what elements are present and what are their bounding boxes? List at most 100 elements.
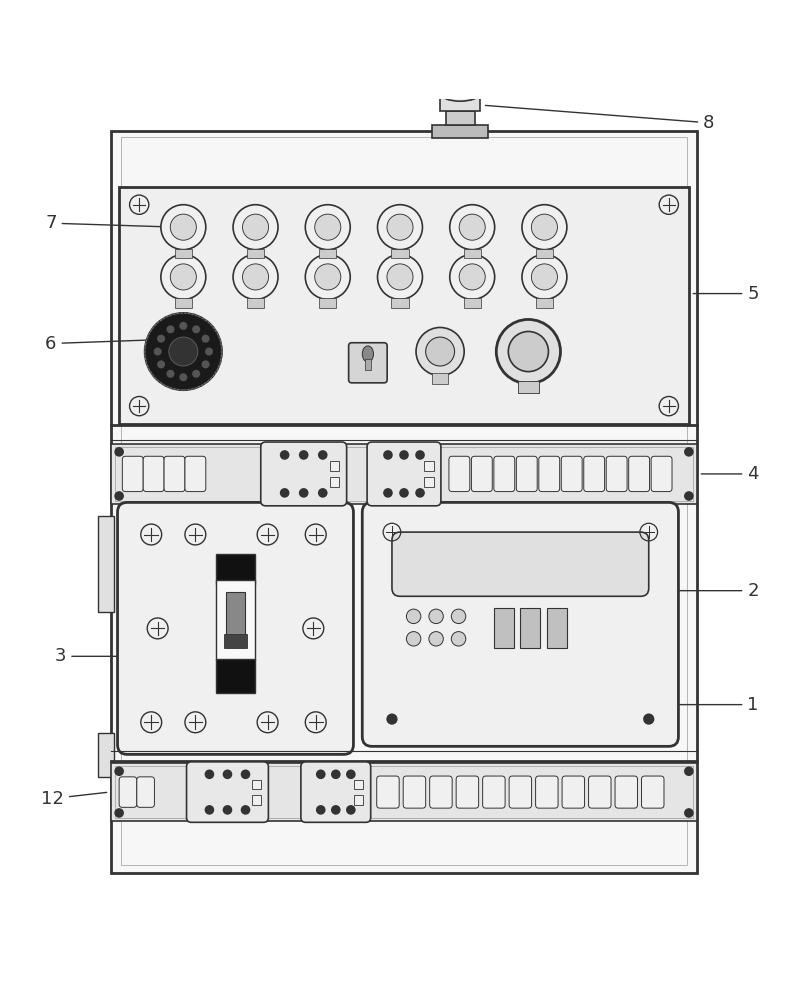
Circle shape (170, 264, 196, 290)
Circle shape (161, 254, 206, 299)
Circle shape (406, 632, 421, 646)
Circle shape (157, 335, 165, 343)
Bar (217, 580, 255, 660)
Circle shape (377, 254, 423, 299)
Circle shape (684, 447, 694, 457)
Circle shape (387, 214, 413, 240)
Circle shape (169, 337, 198, 366)
Bar (115, 766, 693, 818)
FancyBboxPatch shape (588, 776, 611, 808)
Circle shape (223, 769, 232, 779)
Bar (112, 131, 696, 873)
Bar (520, 608, 541, 648)
Circle shape (233, 254, 278, 299)
Circle shape (450, 205, 494, 250)
Text: 5: 5 (693, 285, 759, 303)
Circle shape (299, 488, 309, 498)
Circle shape (318, 488, 327, 498)
Circle shape (522, 205, 567, 250)
Circle shape (684, 491, 694, 501)
FancyBboxPatch shape (562, 456, 582, 492)
Text: 4: 4 (701, 465, 759, 483)
Circle shape (201, 360, 209, 368)
FancyBboxPatch shape (137, 777, 154, 807)
Circle shape (684, 808, 694, 818)
Circle shape (154, 348, 162, 356)
Circle shape (429, 609, 444, 624)
Bar (440, 93, 480, 111)
Circle shape (316, 769, 326, 779)
Circle shape (114, 766, 124, 776)
Bar (518, 381, 539, 393)
Circle shape (280, 450, 289, 460)
FancyBboxPatch shape (606, 456, 627, 492)
FancyBboxPatch shape (261, 442, 347, 506)
Bar (99, 733, 114, 777)
Circle shape (415, 488, 425, 498)
Circle shape (415, 450, 425, 460)
Text: 1: 1 (673, 696, 759, 714)
Bar (391, 249, 409, 258)
Text: 7: 7 (45, 214, 175, 232)
FancyBboxPatch shape (301, 762, 371, 822)
Bar (424, 461, 434, 471)
Circle shape (241, 769, 250, 779)
Bar (391, 298, 409, 308)
FancyBboxPatch shape (516, 456, 537, 492)
Circle shape (383, 488, 393, 498)
Circle shape (114, 491, 124, 501)
Circle shape (318, 450, 327, 460)
Ellipse shape (362, 346, 373, 362)
FancyBboxPatch shape (430, 776, 452, 808)
FancyBboxPatch shape (403, 776, 426, 808)
Bar (251, 795, 261, 805)
Text: 12: 12 (41, 790, 107, 808)
Bar (225, 634, 246, 648)
Ellipse shape (440, 85, 480, 101)
FancyBboxPatch shape (367, 442, 441, 506)
FancyBboxPatch shape (562, 776, 584, 808)
Circle shape (496, 319, 561, 384)
Text: 3: 3 (55, 647, 123, 665)
FancyBboxPatch shape (583, 456, 604, 492)
Circle shape (157, 360, 165, 368)
Circle shape (315, 264, 341, 290)
Text: 8: 8 (486, 105, 714, 132)
Bar (112, 763, 696, 821)
Circle shape (179, 373, 187, 381)
FancyBboxPatch shape (143, 456, 164, 492)
Circle shape (145, 313, 222, 390)
FancyBboxPatch shape (471, 456, 492, 492)
Circle shape (114, 808, 124, 818)
Circle shape (242, 214, 268, 240)
Circle shape (429, 632, 444, 646)
Circle shape (450, 254, 494, 299)
Circle shape (522, 254, 567, 299)
Bar (330, 461, 339, 471)
Bar (115, 447, 693, 501)
Circle shape (305, 205, 350, 250)
FancyBboxPatch shape (457, 776, 478, 808)
Circle shape (201, 335, 209, 343)
Circle shape (170, 214, 196, 240)
Circle shape (299, 450, 309, 460)
FancyBboxPatch shape (651, 456, 672, 492)
Circle shape (346, 769, 356, 779)
FancyBboxPatch shape (539, 456, 560, 492)
Bar (330, 477, 339, 487)
Circle shape (452, 609, 465, 624)
FancyBboxPatch shape (536, 776, 558, 808)
Bar (319, 298, 336, 308)
Bar (464, 249, 481, 258)
FancyBboxPatch shape (509, 776, 532, 808)
Circle shape (459, 264, 486, 290)
Bar (119, 187, 689, 424)
Bar (446, 111, 474, 125)
FancyBboxPatch shape (187, 762, 268, 822)
Bar (536, 249, 553, 258)
Bar (319, 249, 336, 258)
Circle shape (386, 713, 398, 725)
Circle shape (204, 805, 214, 815)
Circle shape (192, 325, 200, 333)
Bar (432, 125, 488, 138)
